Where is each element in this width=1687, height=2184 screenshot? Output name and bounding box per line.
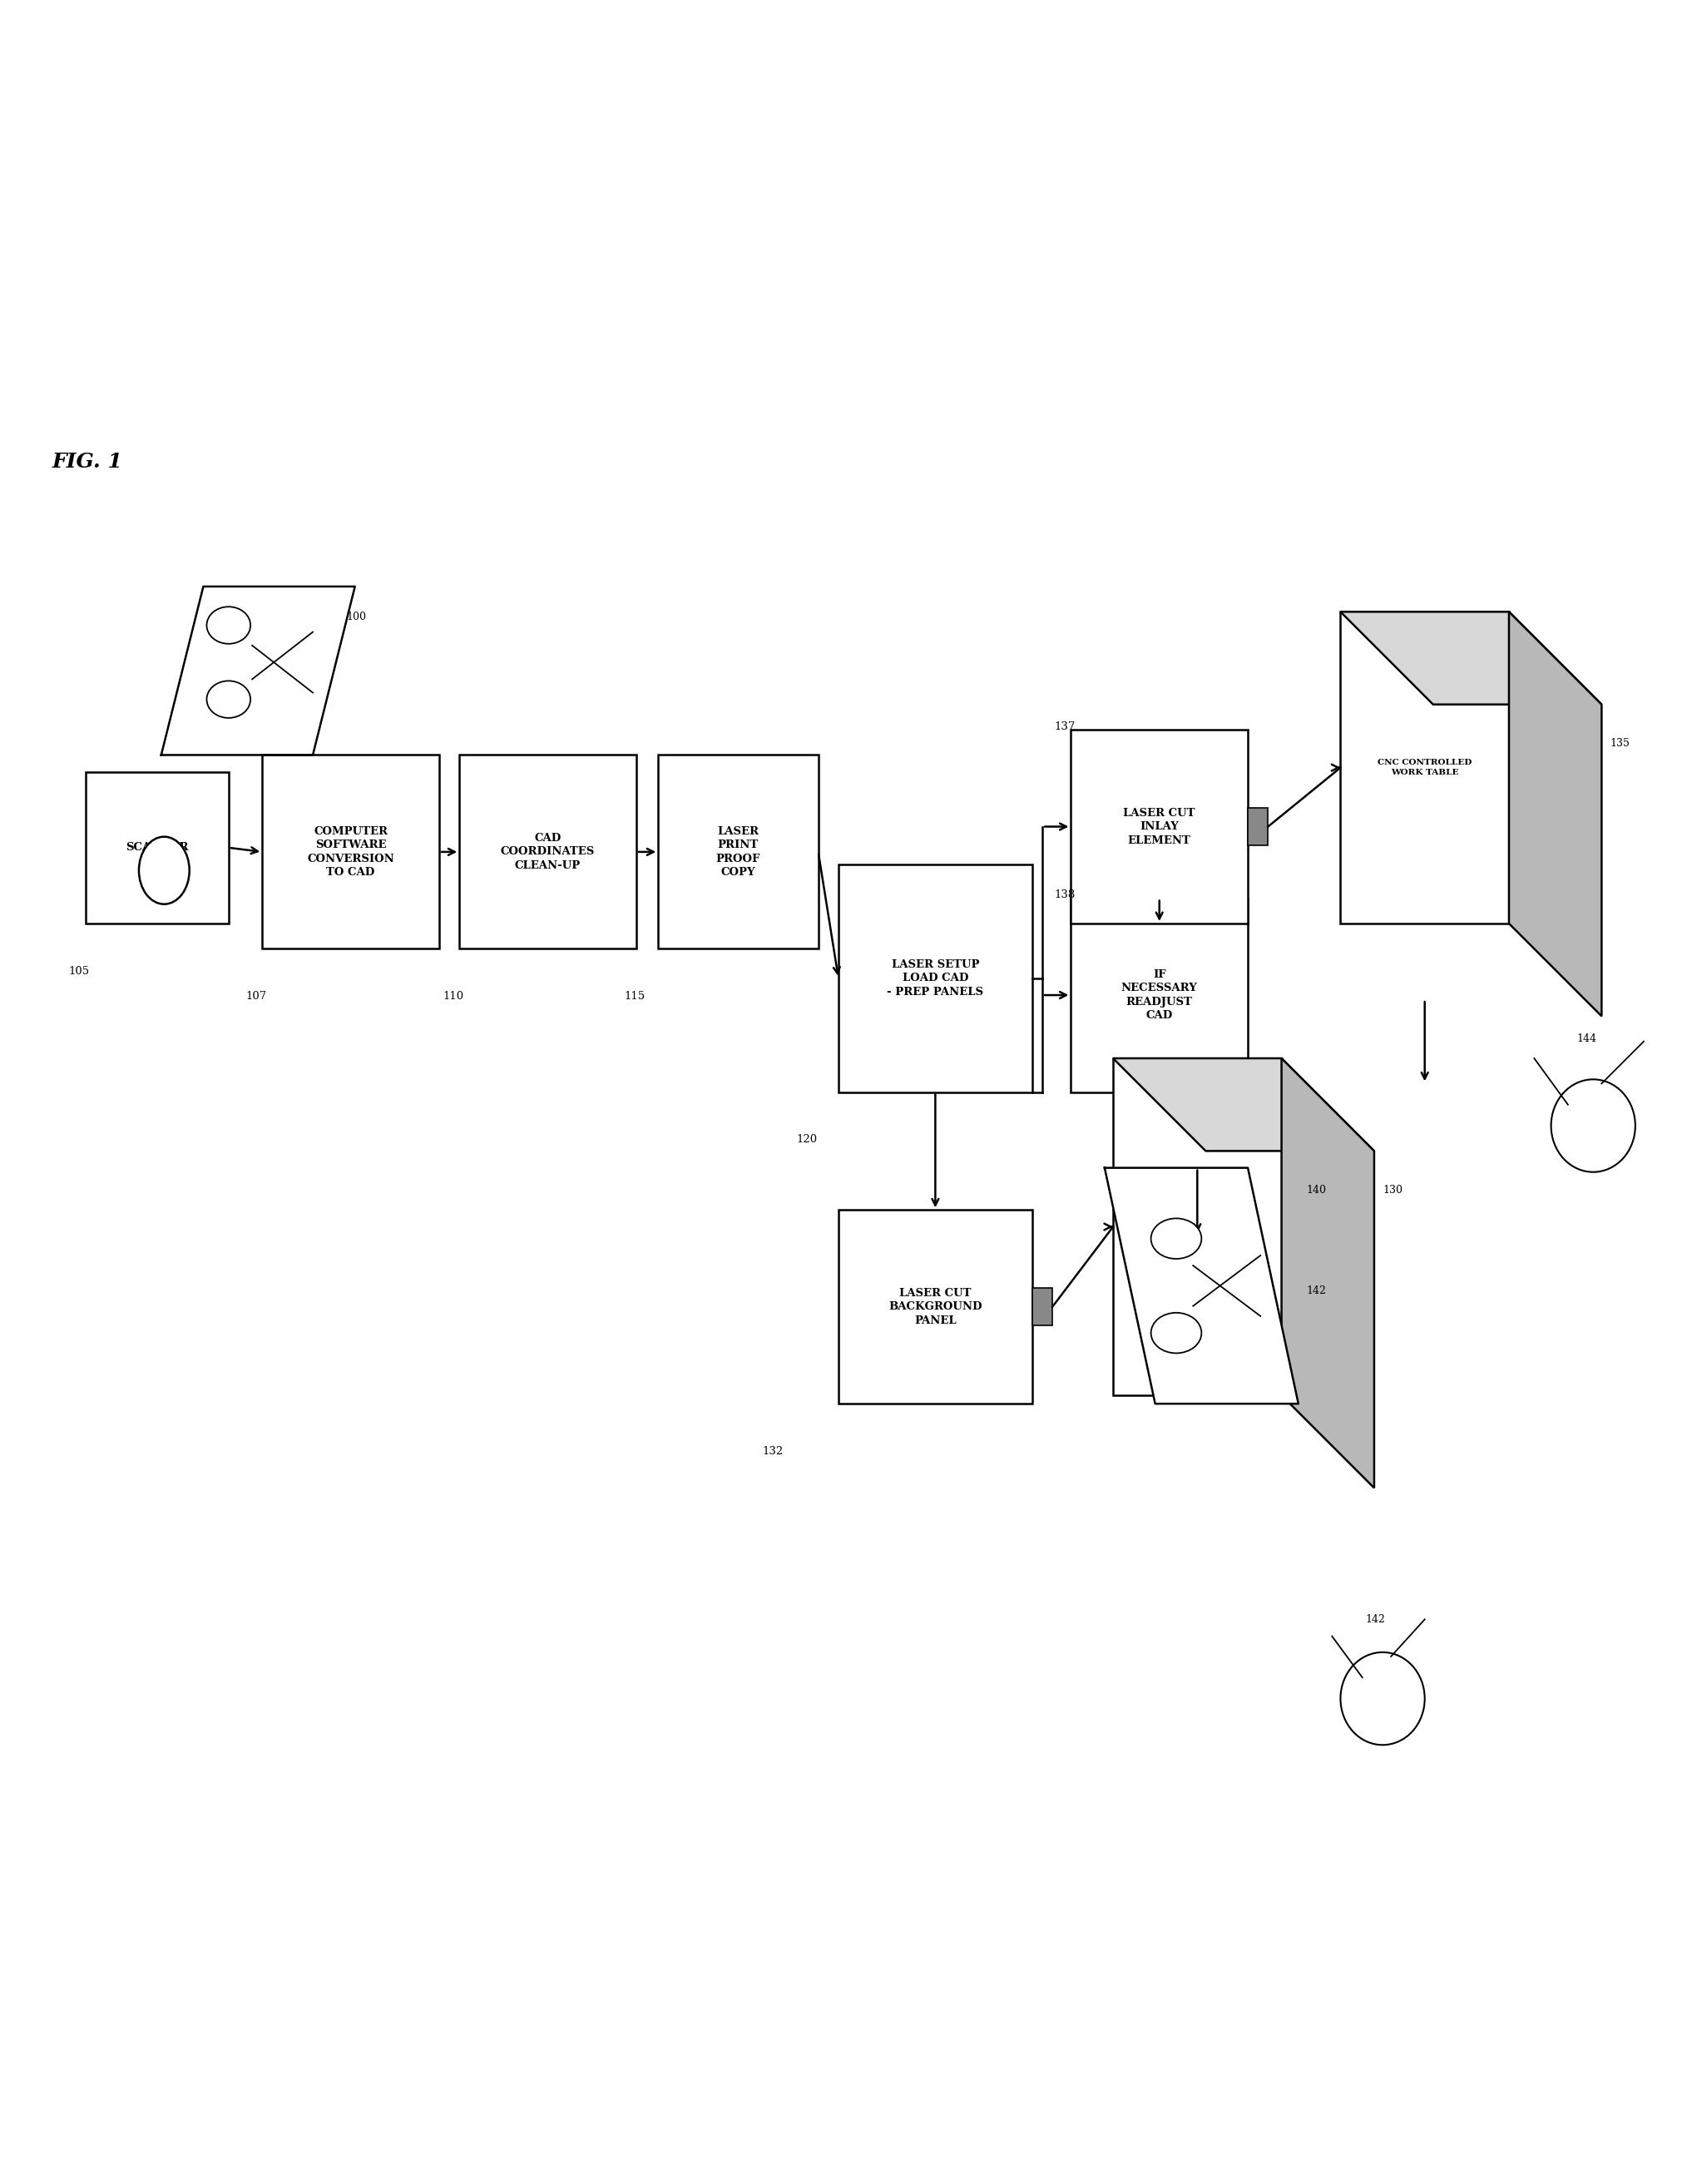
Text: LASER CUT
BACKGROUND
PANEL: LASER CUT BACKGROUND PANEL — [889, 1289, 982, 1326]
Ellipse shape — [208, 681, 250, 719]
Bar — [459, 756, 636, 948]
Ellipse shape — [1151, 1219, 1201, 1258]
Text: 120: 120 — [796, 1133, 817, 1144]
Text: IF
NECESSARY
READJUST
CAD: IF NECESSARY READJUST CAD — [1122, 970, 1198, 1022]
Text: 132: 132 — [763, 1446, 784, 1457]
Text: 110: 110 — [442, 992, 464, 1002]
Text: CNC CONTROLLED
WORK TABLE: CNC CONTROLLED WORK TABLE — [1151, 1219, 1245, 1236]
Ellipse shape — [208, 607, 250, 644]
Polygon shape — [162, 587, 354, 756]
Text: CNC CONTROLLED
WORK TABLE: CNC CONTROLLED WORK TABLE — [1378, 760, 1471, 775]
Polygon shape — [1508, 612, 1601, 1016]
Polygon shape — [1282, 1059, 1375, 1487]
Text: 144: 144 — [1576, 1033, 1596, 1044]
Text: LASER CUT
INLAY
ELEMENT: LASER CUT INLAY ELEMENT — [1124, 808, 1196, 845]
Text: 135: 135 — [1609, 738, 1630, 749]
Ellipse shape — [1550, 1079, 1635, 1173]
Bar — [86, 771, 228, 924]
Bar — [1248, 808, 1269, 845]
Text: 115: 115 — [624, 992, 646, 1002]
Text: 140: 140 — [1307, 1184, 1326, 1195]
Bar — [838, 1210, 1032, 1404]
Polygon shape — [1341, 612, 1508, 924]
Text: 105: 105 — [69, 965, 89, 976]
Text: LASER
PRINT
PROOF
COPY: LASER PRINT PROOF COPY — [715, 826, 761, 878]
Polygon shape — [1341, 612, 1601, 705]
Text: 130: 130 — [1383, 1184, 1402, 1195]
Text: FIG. 1: FIG. 1 — [52, 452, 121, 472]
Bar — [1071, 729, 1248, 924]
Text: COMPUTER
SOFTWARE
CONVERSION
TO CAD: COMPUTER SOFTWARE CONVERSION TO CAD — [307, 826, 395, 878]
Bar — [1071, 898, 1248, 1092]
Text: 107: 107 — [245, 992, 267, 1002]
Bar — [658, 756, 818, 948]
Bar — [1032, 1289, 1053, 1326]
Ellipse shape — [1341, 1653, 1426, 1745]
Text: 138: 138 — [1054, 889, 1075, 900]
Polygon shape — [1105, 1168, 1299, 1404]
Text: SCANNER: SCANNER — [125, 843, 189, 854]
Text: 100: 100 — [346, 612, 366, 622]
Polygon shape — [1113, 1059, 1282, 1396]
Text: 142: 142 — [1366, 1614, 1385, 1625]
Text: 137: 137 — [1054, 721, 1075, 732]
Ellipse shape — [1151, 1313, 1201, 1354]
Polygon shape — [1113, 1059, 1375, 1151]
Text: 142: 142 — [1307, 1286, 1326, 1297]
Bar — [838, 865, 1032, 1092]
Bar — [261, 756, 439, 948]
Ellipse shape — [138, 836, 189, 904]
Text: LASER SETUP
LOAD CAD
- PREP PANELS: LASER SETUP LOAD CAD - PREP PANELS — [887, 959, 984, 998]
Text: CAD
COORDINATES
CLEAN-UP: CAD COORDINATES CLEAN-UP — [501, 832, 596, 871]
